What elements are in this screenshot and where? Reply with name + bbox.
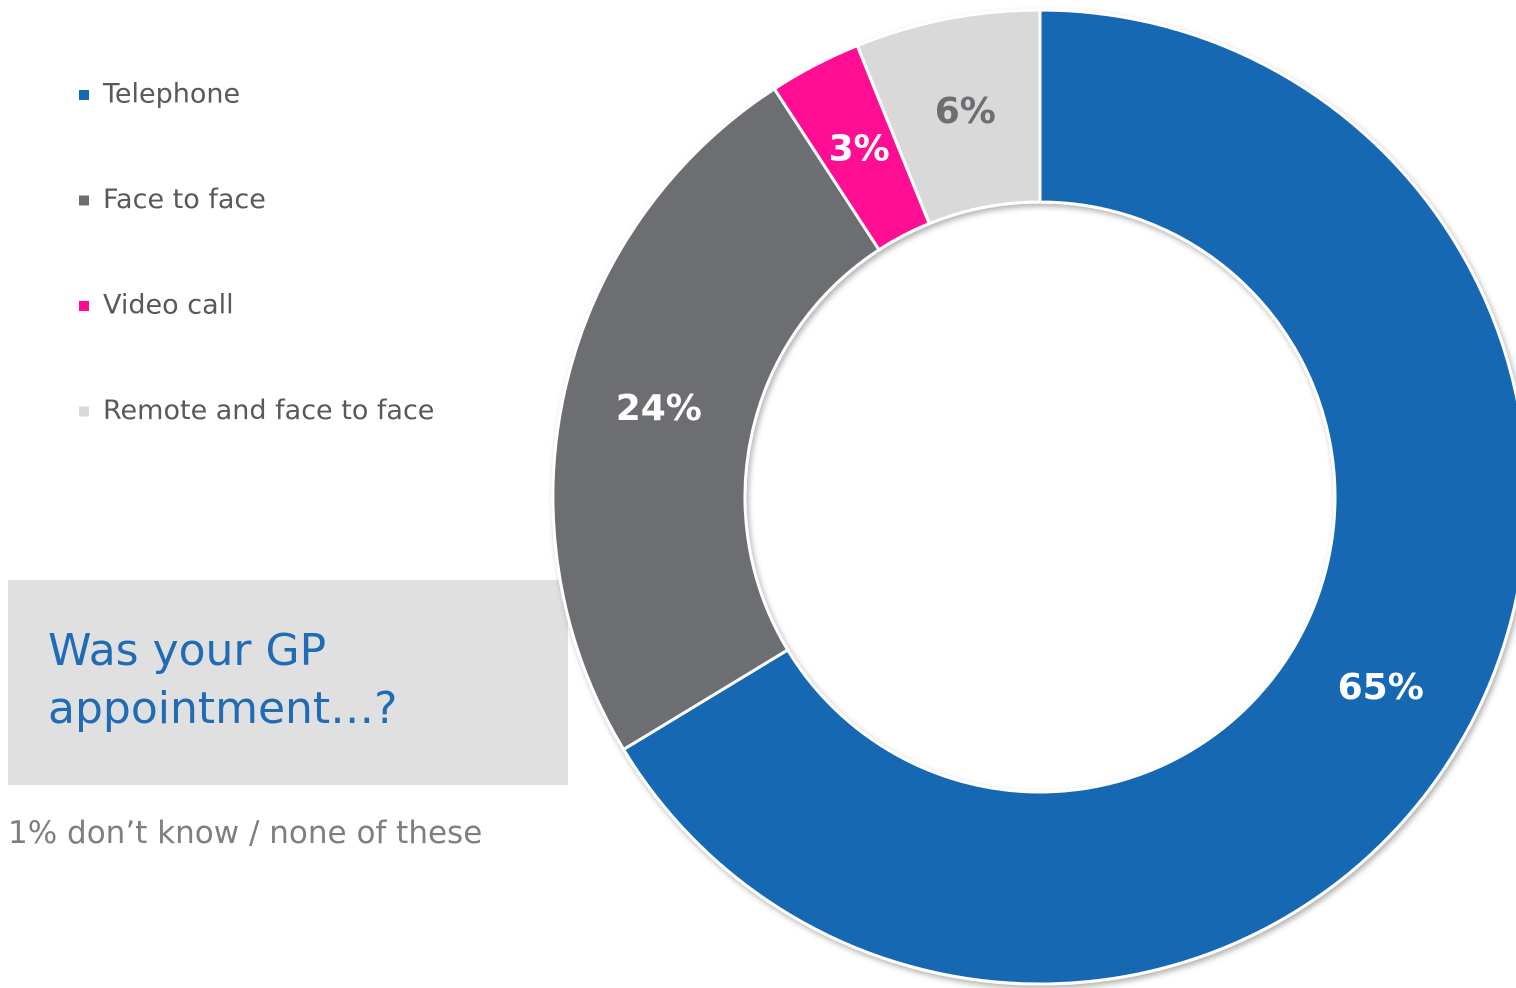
legend-label: Face to face [103,184,266,215]
legend-marker [79,301,89,311]
slice [551,86,882,752]
donut [551,8,1516,986]
slice [855,8,1042,226]
data-label: 24% [616,388,702,429]
title-box [8,580,568,785]
legend-marker [79,90,89,100]
legend-marker [79,406,89,417]
data-label: 6% [935,91,996,132]
slice [621,8,1516,986]
legend-label: Video call [103,290,234,321]
data-label: 65% [1338,667,1424,708]
legend-marker [79,195,89,206]
note: 1% don’t know / none of these [8,815,483,851]
legend-label: Telephone [102,79,240,110]
data-label: 3% [829,128,890,169]
chart-title: Was your GP appointment…? [48,625,398,734]
legend-label: Remote and face to face [103,395,434,426]
